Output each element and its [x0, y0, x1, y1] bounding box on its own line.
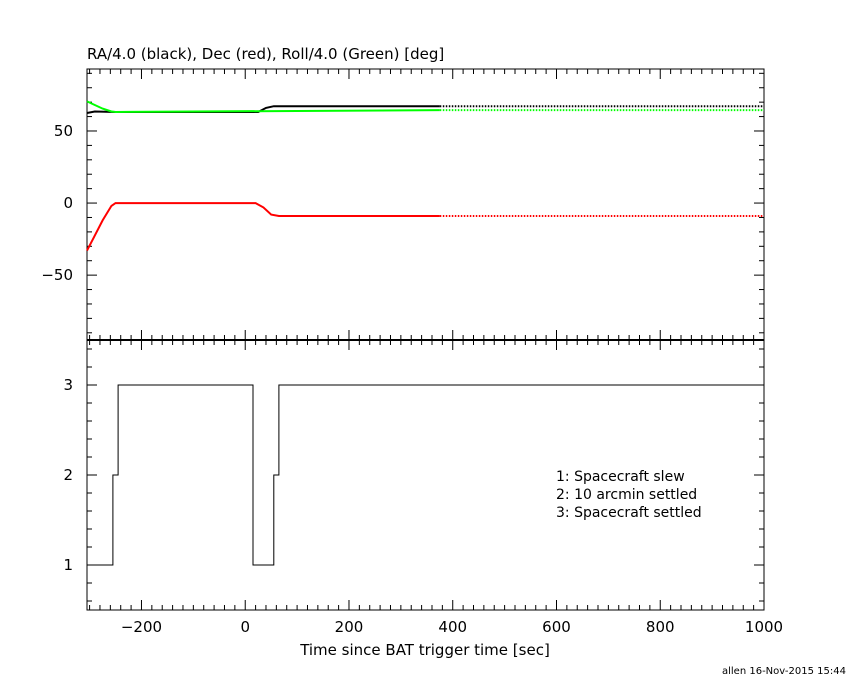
top-panel: −50 0 50: [41, 68, 765, 341]
x-tick-label: 0: [240, 618, 250, 636]
x-tick-label: −200: [121, 618, 162, 636]
footer-credit: allen 16-Nov-2015 15:44: [722, 666, 846, 677]
legend-entry-1: 1: Spacecraft slew: [556, 469, 685, 485]
x-tick-label: 400: [438, 618, 467, 636]
y-tick-label: −50: [41, 266, 73, 284]
legend: 1: Spacecraft slew 2: 10 arcmin settled …: [556, 469, 702, 521]
x-axis-label: Time since BAT trigger time [sec]: [299, 641, 550, 659]
y-tick-label: 3: [63, 376, 73, 394]
series-step-line: [87, 384, 764, 566]
y-tick-label: 2: [63, 466, 73, 484]
x-tick-label: 800: [646, 618, 675, 636]
x-tick-label: 600: [542, 618, 571, 636]
x-tick-label: 1000: [745, 618, 783, 636]
y-tick-label: 0: [63, 194, 73, 212]
legend-entry-2: 2: 10 arcmin settled: [556, 487, 697, 503]
bottom-panel: 1 2 3 −200 0 200 400 600 800 1000: [63, 339, 783, 636]
x-tick-label: 200: [335, 618, 364, 636]
series-line-dec: [86, 202, 440, 252]
series-line-roll-4-0: [86, 100, 440, 114]
legend-entry-3: 3: Spacecraft settled: [556, 505, 702, 521]
top-panel-title: RA/4.0 (black), Dec (red), Roll/4.0 (Gre…: [87, 45, 444, 63]
y-tick-label: 1: [63, 556, 73, 574]
y-tick-label: 50: [54, 122, 73, 140]
